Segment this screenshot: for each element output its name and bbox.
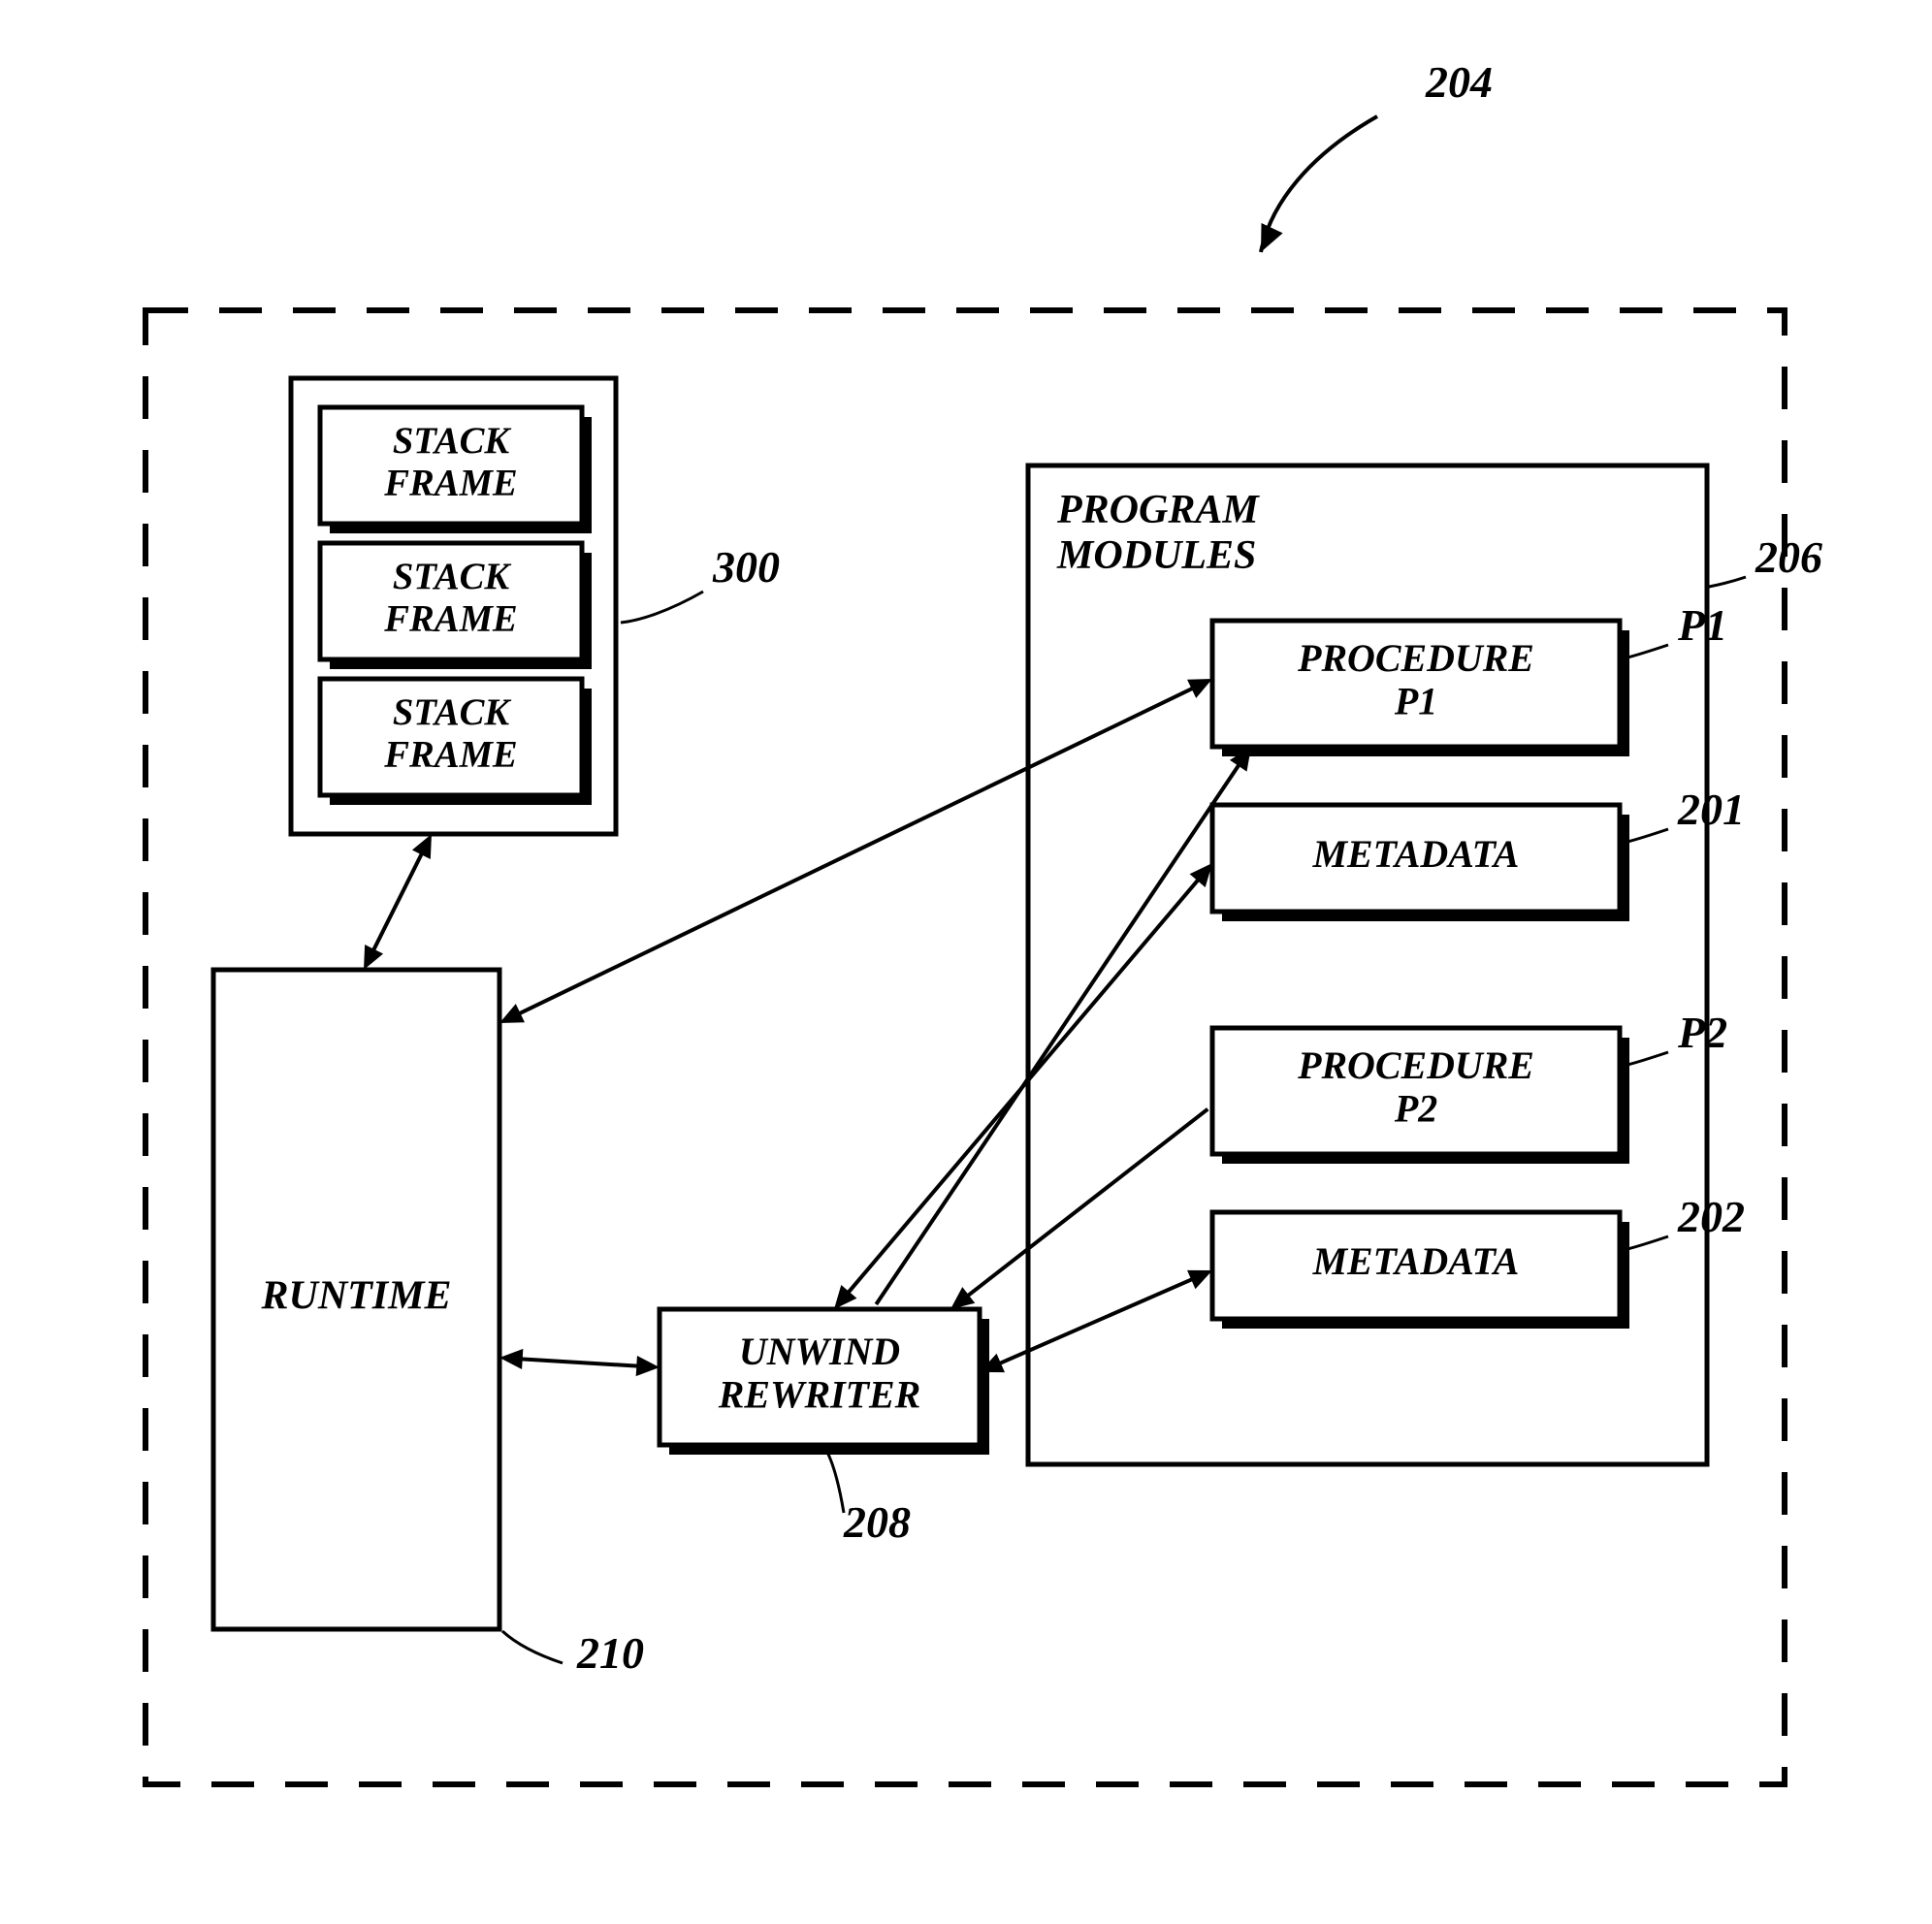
svg-text:204: 204 [1425, 57, 1493, 107]
svg-text:PROCEDURE: PROCEDURE [1297, 636, 1534, 680]
svg-text:P2: P2 [1394, 1087, 1437, 1131]
svg-text:PROGRAM: PROGRAM [1056, 488, 1260, 532]
svg-text:REWRITER: REWRITER [718, 1373, 920, 1417]
svg-text:FRAME: FRAME [383, 464, 517, 504]
svg-text:RUNTIME: RUNTIME [260, 1274, 451, 1319]
svg-text:FRAME: FRAME [383, 735, 517, 776]
svg-text:STACK: STACK [393, 557, 511, 597]
svg-text:202: 202 [1677, 1192, 1745, 1241]
svg-text:PROCEDURE: PROCEDURE [1297, 1043, 1534, 1087]
svg-text:P2: P2 [1677, 1008, 1727, 1057]
svg-text:MODULES: MODULES [1056, 533, 1256, 578]
svg-text:208: 208 [843, 1497, 911, 1547]
svg-text:300: 300 [712, 542, 780, 592]
svg-text:METADATA: METADATA [1312, 1239, 1520, 1283]
svg-text:FRAME: FRAME [383, 599, 517, 640]
svg-text:P1: P1 [1394, 680, 1437, 723]
svg-text:METADATA: METADATA [1312, 832, 1520, 876]
svg-text:STACK: STACK [393, 692, 511, 733]
svg-text:UNWIND: UNWIND [739, 1330, 900, 1373]
svg-text:STACK: STACK [393, 421, 511, 462]
svg-text:206: 206 [1755, 532, 1822, 582]
svg-text:201: 201 [1677, 785, 1745, 834]
svg-text:P1: P1 [1677, 600, 1727, 650]
svg-text:210: 210 [576, 1628, 644, 1678]
